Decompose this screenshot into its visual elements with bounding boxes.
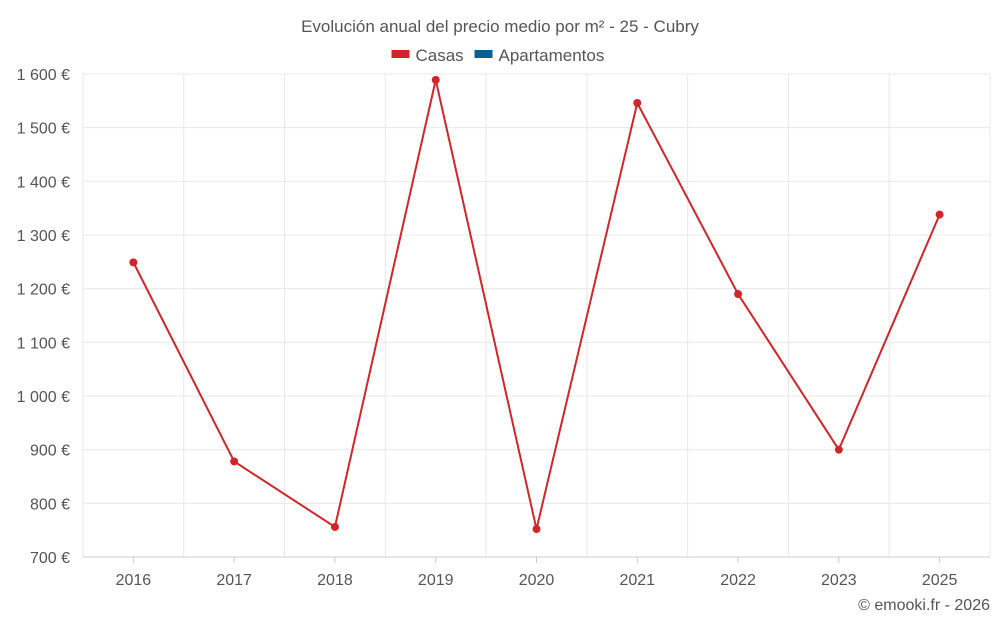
legend-label: Apartamentos — [499, 46, 605, 65]
x-tick-label: 2017 — [216, 572, 252, 589]
legend-item[interactable]: Casas — [391, 46, 464, 65]
data-point — [431, 75, 440, 84]
y-tick-label: 1 500 € — [17, 121, 70, 138]
data-point — [532, 525, 541, 534]
x-tick-label: 2022 — [720, 572, 756, 589]
y-tick-label: 1 100 € — [17, 335, 70, 352]
y-tick-label: 1 000 € — [17, 389, 70, 406]
data-point — [330, 522, 339, 531]
series-layer — [129, 75, 944, 534]
x-tick-label: 2016 — [116, 572, 152, 589]
data-point — [230, 457, 239, 466]
x-tick-label: 2023 — [821, 572, 857, 589]
data-point — [734, 290, 743, 299]
legend: Casas Apartamentos — [391, 46, 605, 65]
y-tick-label: 1 600 € — [17, 67, 70, 84]
y-tick-label: 1 300 € — [17, 228, 70, 245]
data-point — [834, 445, 843, 454]
data-point — [129, 258, 138, 267]
y-tick-label: 1 200 € — [17, 282, 70, 299]
y-tick-label: 900 € — [30, 443, 70, 460]
data-point — [935, 210, 944, 219]
y-tick-label: 1 400 € — [17, 174, 70, 191]
credit-text: © emooki.fr - 2026 — [858, 597, 990, 614]
x-tick-label: 2019 — [418, 572, 454, 589]
axes: 700 € 800 € 900 € 1 000 € 1 100 € 1 200 € 1 30… — [17, 67, 990, 589]
grid — [82, 73, 991, 558]
legend-swatch — [391, 50, 410, 58]
chart-title: Evolución anual del precio medio por m² … — [301, 17, 699, 36]
data-point — [633, 98, 642, 107]
legend-label: Casas — [416, 46, 464, 65]
y-tick-label: 700 € — [30, 550, 70, 567]
y-tick-label: 800 € — [30, 496, 70, 513]
series-line — [132, 78, 941, 531]
x-tick-label: 2021 — [619, 572, 655, 589]
x-tick-label: 2020 — [519, 572, 555, 589]
x-tick-label: 2018 — [317, 572, 353, 589]
legend-swatch — [474, 50, 493, 58]
x-tick-label: 2025 — [922, 572, 958, 589]
legend-item[interactable]: Apartamentos — [474, 46, 605, 65]
